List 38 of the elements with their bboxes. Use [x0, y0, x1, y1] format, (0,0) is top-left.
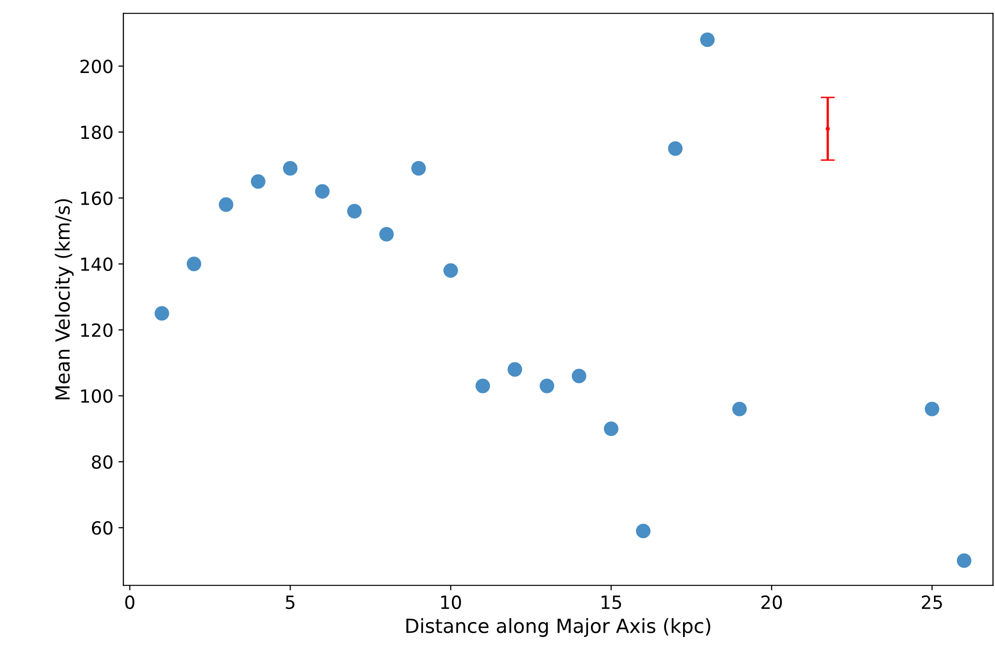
point	[636, 524, 651, 538]
point	[411, 161, 426, 176]
point	[443, 263, 458, 278]
point	[826, 126, 830, 131]
point	[250, 174, 266, 189]
y-tick-label: 100	[81, 389, 112, 403]
x-tick-label: 25	[922, 595, 942, 610]
point	[379, 226, 394, 242]
point	[668, 141, 683, 156]
x-tick-label: 10	[441, 595, 461, 610]
point	[732, 402, 747, 416]
point	[604, 421, 618, 436]
point	[347, 204, 362, 218]
x-tick-label: 15	[602, 596, 622, 610]
point	[186, 256, 202, 272]
y-tick-label: 60	[92, 521, 112, 535]
y-tick-label: 180	[81, 126, 112, 140]
point	[508, 362, 522, 377]
x-axis-title: Distance along Major Axis (kpc)	[406, 618, 710, 637]
y-tick-label: 80	[92, 455, 112, 469]
point	[924, 402, 940, 416]
point	[540, 378, 554, 394]
y-tick-label: 120	[81, 323, 112, 337]
x-tick-label: 5	[286, 596, 294, 610]
x-tick-label: 0	[125, 595, 134, 610]
y-axis-title: Mean Velocity (km/s)	[54, 199, 74, 400]
y-tick-label: 140	[81, 257, 112, 272]
point	[476, 378, 490, 394]
x-tick-label: 20	[761, 595, 782, 610]
point	[956, 553, 972, 568]
y-tick-label: 200	[80, 60, 112, 74]
y-tick-label: 160	[81, 191, 112, 206]
point	[315, 184, 330, 199]
point	[218, 197, 234, 212]
point	[282, 161, 298, 176]
point	[572, 368, 586, 384]
point	[700, 32, 715, 48]
point	[154, 306, 170, 321]
